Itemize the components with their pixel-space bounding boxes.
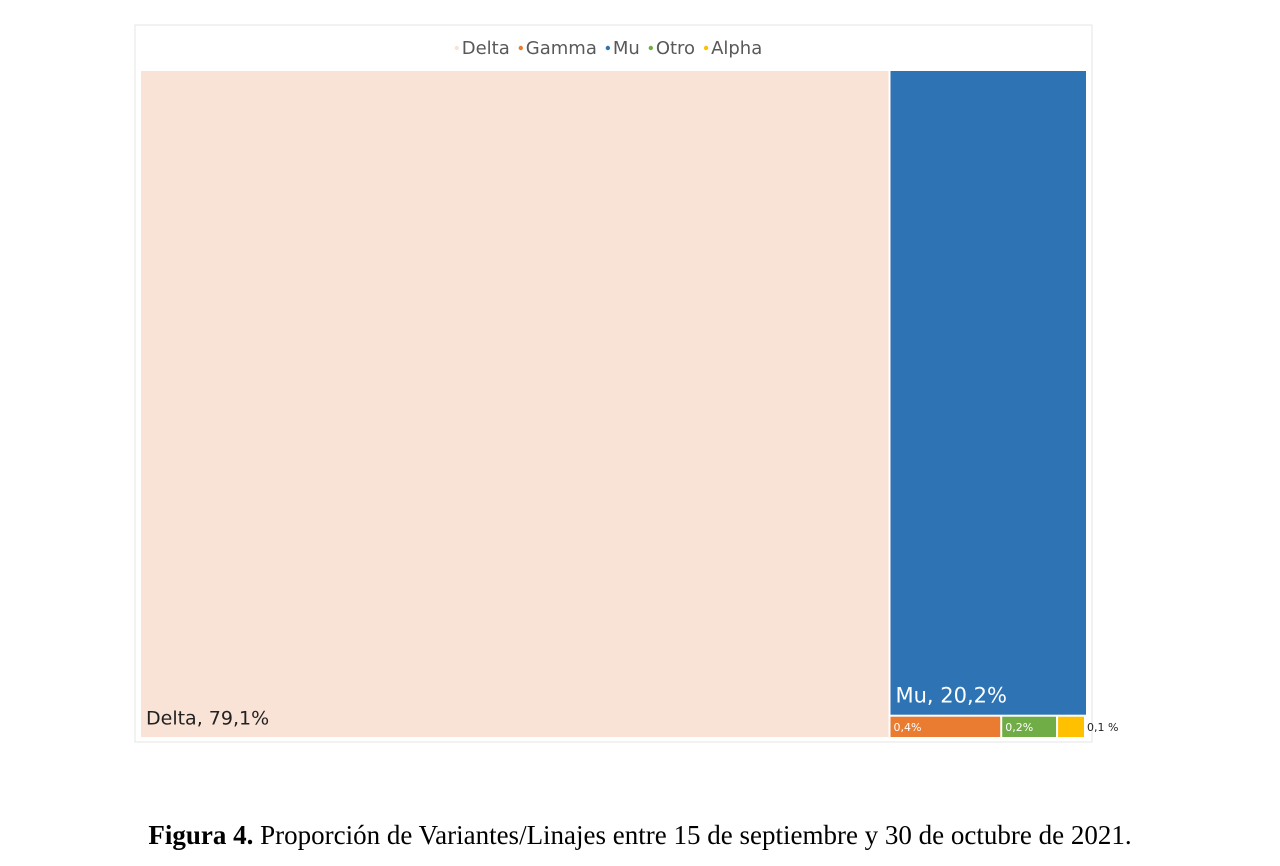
treemap-cell (1058, 716, 1084, 737)
treemap-cell (1002, 716, 1057, 737)
legend-marker (703, 45, 709, 51)
legend-label: Mu (613, 38, 640, 59)
legend-marker (648, 45, 654, 51)
caption: Figura 4. Proporción de Variantes/Linaje… (148, 820, 1131, 850)
treemap-cell (890, 71, 1086, 715)
data-label: 0,2% (1005, 721, 1033, 734)
legend-label: Alpha (711, 38, 762, 59)
treemap-cell (141, 71, 889, 737)
data-label: 0,1 % (1087, 721, 1118, 734)
legend-label: Delta (462, 38, 510, 59)
caption-text: Proporción de Variantes/Linajes entre 15… (260, 820, 1132, 850)
caption-label: Figura 4. (148, 820, 253, 850)
legend-marker (454, 45, 459, 51)
legend-label: Otro (656, 38, 695, 59)
data-label: Mu, 20,2% (895, 684, 1007, 708)
data-label: Delta, 79,1% (146, 708, 269, 730)
legend-label: Gamma (526, 38, 597, 59)
data-label: 0,4% (893, 721, 921, 734)
legend-marker (605, 45, 611, 51)
treemap-cell (890, 716, 1001, 737)
legend-marker (518, 45, 523, 51)
